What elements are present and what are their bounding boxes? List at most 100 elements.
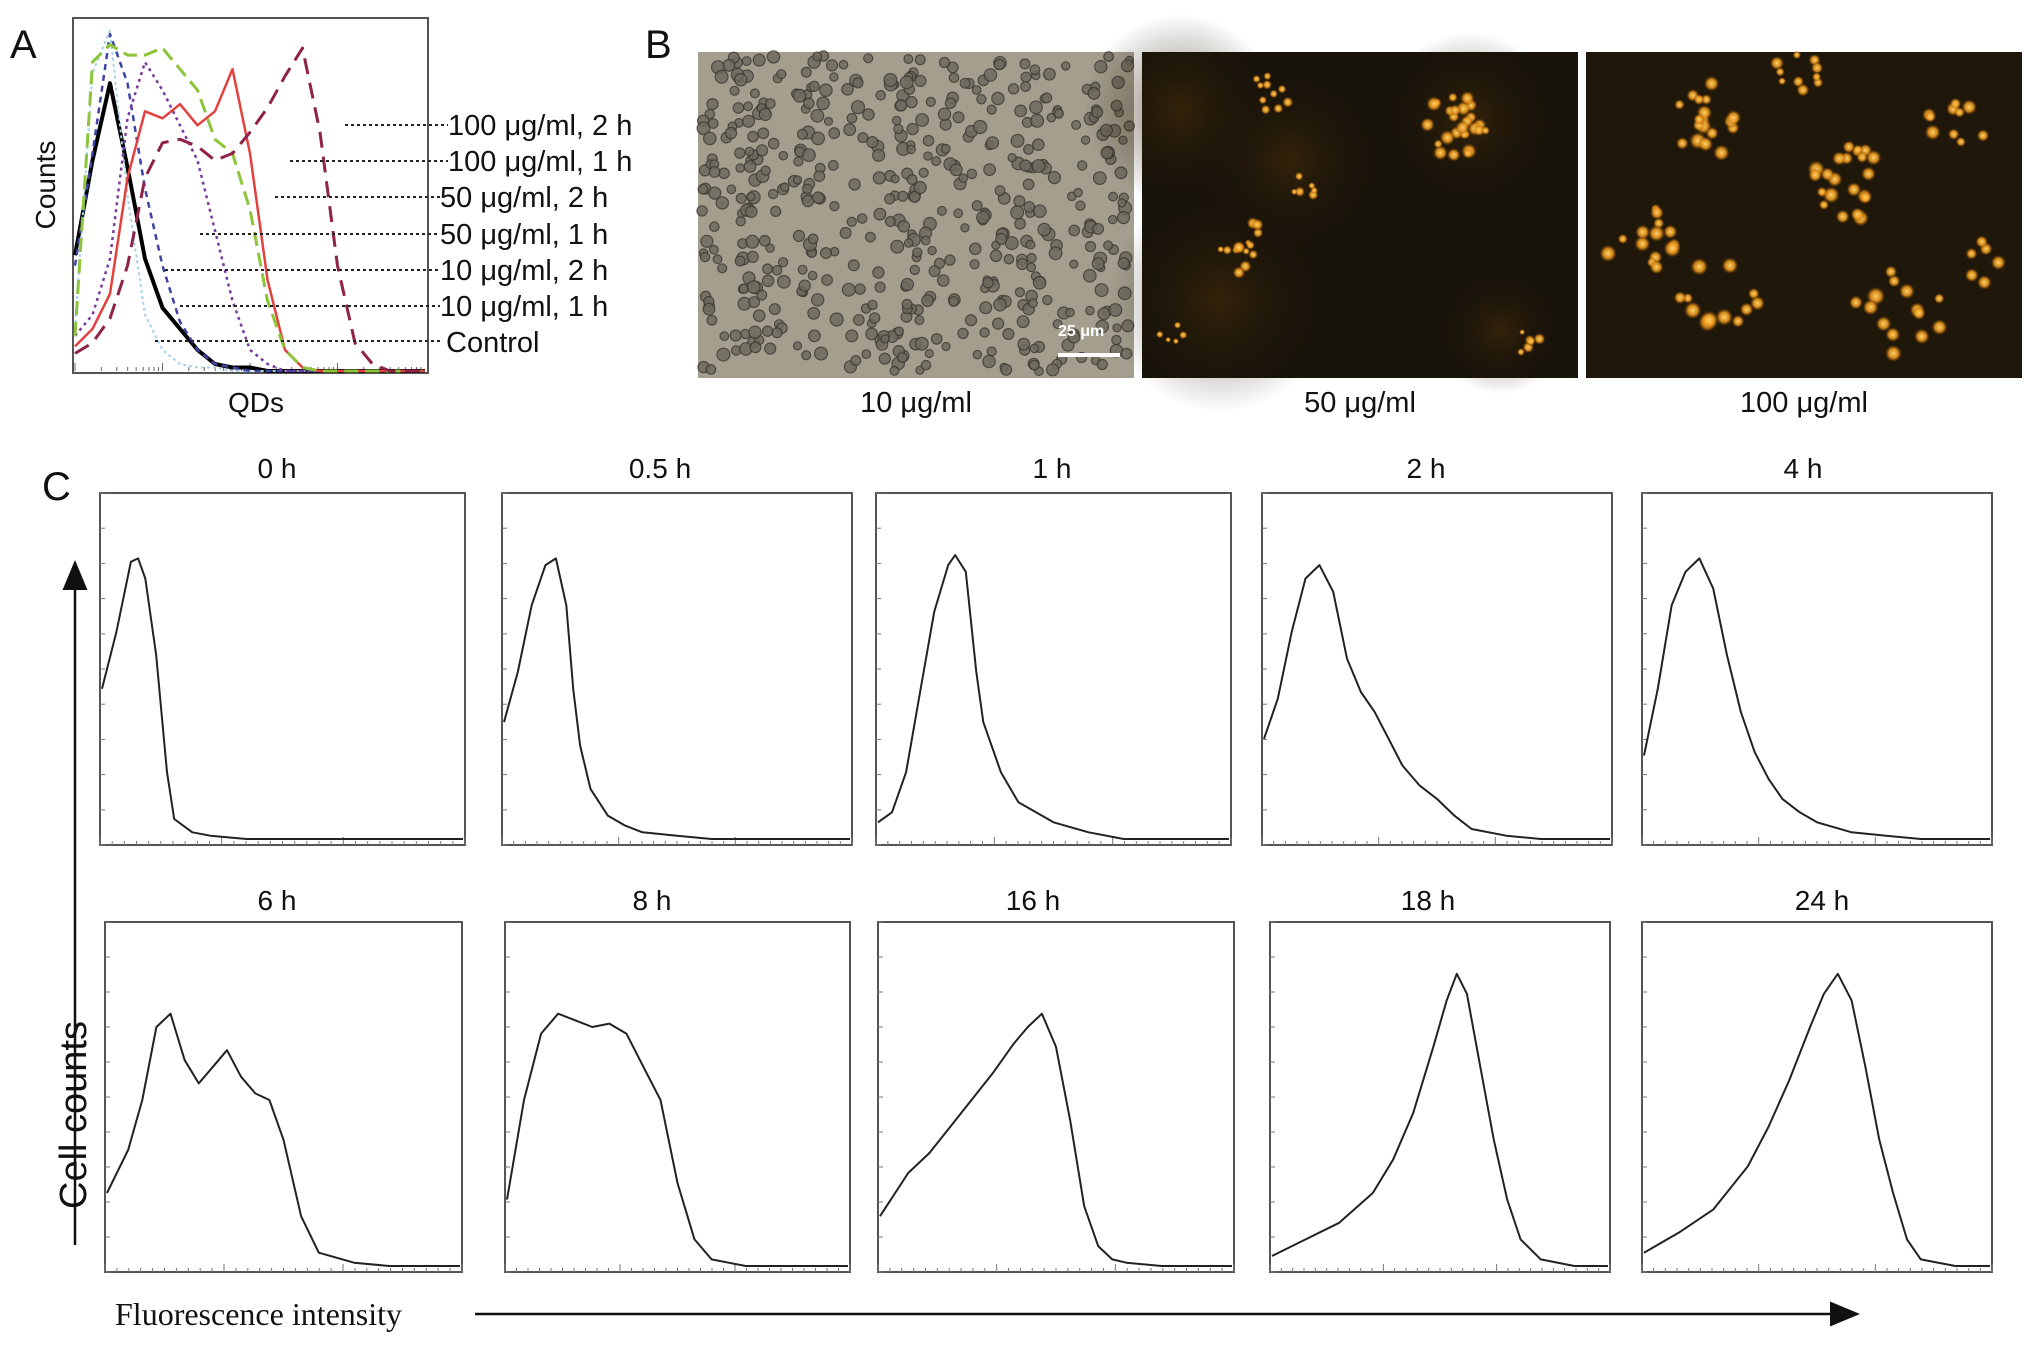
fluorescent-cell <box>1650 205 1664 220</box>
fluorescent-cell <box>1850 207 1865 222</box>
cell <box>716 347 731 362</box>
cell <box>1014 217 1026 230</box>
cell <box>986 346 997 357</box>
fluorescent-cell <box>1260 104 1271 115</box>
cell <box>1053 108 1064 119</box>
cell <box>908 190 921 203</box>
panel-title: 6 h <box>258 885 297 916</box>
cell <box>1032 138 1045 151</box>
cell <box>792 341 803 351</box>
fluorescent-cell <box>1248 249 1259 260</box>
fluorescent-cell <box>1232 266 1246 279</box>
cell <box>1069 259 1079 269</box>
cell <box>812 51 823 62</box>
cell <box>920 359 932 371</box>
cell <box>1108 191 1119 202</box>
cell <box>771 264 783 276</box>
cell <box>893 123 904 135</box>
panel-a-legend: 100 μg/ml, 2 h 100 μg/ml, 1 h 50 μg/ml, … <box>155 110 632 359</box>
cell <box>899 75 914 90</box>
cell <box>936 205 947 216</box>
cell <box>972 349 983 360</box>
fluorescent-cell <box>1955 136 1966 147</box>
cell <box>793 156 804 167</box>
panel-title: 18 h <box>1401 885 1456 916</box>
fluorescent-cell <box>1885 327 1901 343</box>
plot-frame <box>1641 492 1993 846</box>
panel-a-ylabel: Counts <box>30 141 61 230</box>
cell <box>744 146 755 157</box>
histogram-panel: 0.5 h <box>501 453 853 846</box>
cell <box>1026 252 1037 264</box>
cell <box>1107 214 1118 225</box>
cell <box>718 167 730 180</box>
cell <box>761 325 774 337</box>
cell <box>729 329 742 342</box>
fluorescent-cell <box>1675 136 1689 150</box>
cell <box>848 178 861 191</box>
cell <box>909 264 921 276</box>
histogram-line <box>1643 557 1990 840</box>
cell <box>958 173 968 183</box>
fluorescent-cell <box>1635 224 1651 240</box>
cell <box>841 83 854 96</box>
cell <box>764 342 777 355</box>
cell <box>742 114 756 128</box>
fluorescent-cell <box>1269 89 1279 99</box>
legend-50-1h: 50 μg/ml, 1 h <box>440 219 608 251</box>
fluorescent-cell <box>1924 111 1937 123</box>
cell <box>819 247 832 260</box>
fluorescent-cell <box>1663 224 1678 240</box>
plot-frame <box>501 492 853 846</box>
fluorescent-cell <box>1263 71 1272 81</box>
fluorescent-cell <box>1898 283 1915 300</box>
cell <box>862 108 875 121</box>
cell <box>960 223 970 233</box>
fluorescent-cell <box>1990 254 2007 271</box>
cell <box>931 156 942 167</box>
fluorescent-cell <box>1648 224 1666 242</box>
cell <box>979 327 990 338</box>
cell <box>825 59 839 72</box>
cell <box>729 85 740 96</box>
cell <box>1032 275 1047 290</box>
fluorescent-cell <box>1912 306 1926 321</box>
background-haze <box>1436 266 1564 394</box>
series-line-c10_2h <box>73 32 425 373</box>
fluorescent-cell <box>1715 308 1734 326</box>
cell <box>924 348 934 359</box>
histogram-panel: 2 h <box>1261 453 1613 846</box>
panel-b-images: 25 μm <box>696 14 2022 412</box>
cell <box>811 131 825 146</box>
cell <box>850 100 866 115</box>
cell <box>819 83 833 97</box>
cell <box>1007 83 1020 95</box>
fluorescent-cell <box>1519 329 1526 336</box>
cell <box>1116 211 1131 225</box>
cell <box>914 315 925 326</box>
cell <box>760 165 771 176</box>
cell <box>903 238 914 248</box>
panel-title: 16 h <box>1006 885 1061 916</box>
cell <box>923 151 933 161</box>
cell <box>914 74 927 88</box>
cell <box>847 259 860 272</box>
cell <box>991 91 1005 106</box>
cell <box>1076 160 1088 171</box>
cell <box>828 127 841 140</box>
cell <box>1042 294 1053 306</box>
legend-100-1h: 100 μg/ml, 1 h <box>448 146 632 178</box>
cell <box>983 163 996 177</box>
cell <box>839 226 852 239</box>
cell <box>706 314 718 326</box>
fluorescent-cell <box>1634 235 1651 252</box>
fluorescent-cell <box>1173 321 1182 329</box>
fluorescent-cell <box>1721 257 1739 275</box>
fluorescent-cell <box>1933 293 1945 304</box>
panel-a-series <box>73 29 425 373</box>
cell <box>873 207 887 221</box>
cell <box>1060 61 1071 71</box>
cell <box>897 190 909 202</box>
cell <box>1052 319 1063 330</box>
cell <box>741 56 752 67</box>
